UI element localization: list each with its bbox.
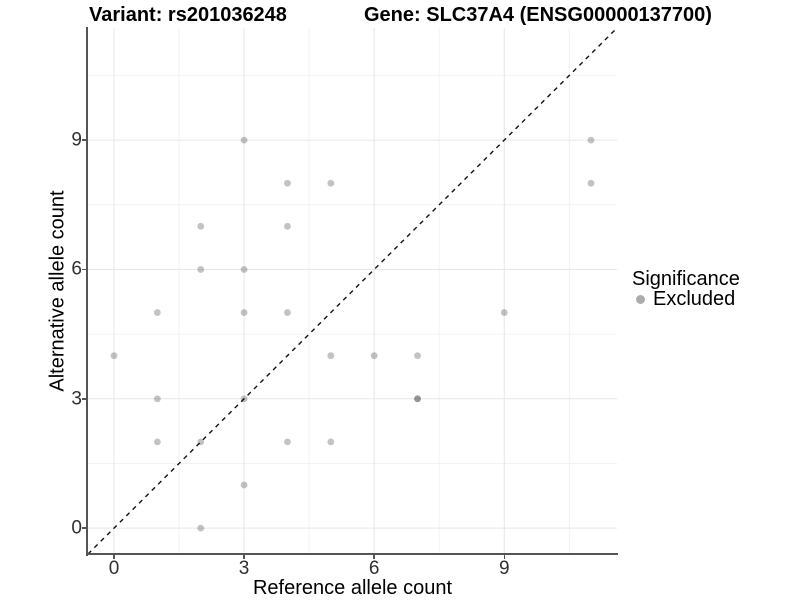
data-point xyxy=(284,179,291,187)
legend: Significance Excluded xyxy=(632,269,740,309)
data-point xyxy=(500,309,508,316)
data-point xyxy=(284,438,291,446)
y-tick-label: 3 xyxy=(71,388,82,410)
legend-entry-label: Excluded xyxy=(653,288,736,310)
data-point xyxy=(110,352,118,360)
y-axis-line xyxy=(86,27,88,556)
data-point xyxy=(153,309,161,316)
y-tick-mark xyxy=(82,527,86,529)
data-point xyxy=(197,524,205,532)
plot-area xyxy=(88,28,617,554)
legend-title: Significance xyxy=(632,268,740,290)
data-point xyxy=(197,266,205,273)
data-point xyxy=(153,438,161,446)
data-point xyxy=(240,136,248,144)
y-tick-label: 6 xyxy=(71,258,82,280)
data-point xyxy=(240,395,248,403)
y-tick-mark xyxy=(82,139,86,141)
x-tick-mark xyxy=(503,555,505,559)
data-point xyxy=(240,266,248,273)
x-axis-title: Reference allele count xyxy=(252,577,452,599)
data-point xyxy=(284,222,291,230)
data-point xyxy=(327,352,335,360)
data-point xyxy=(240,481,248,489)
legend-entry-excluded: Excluded xyxy=(632,289,740,309)
data-point xyxy=(414,395,421,403)
y-tick-mark xyxy=(82,268,86,271)
y-tick-label: 9 xyxy=(71,129,82,151)
y-tick-mark xyxy=(82,398,86,400)
data-point xyxy=(153,395,161,403)
data-point xyxy=(197,222,205,230)
data-point xyxy=(240,309,248,316)
x-tick-label: 6 xyxy=(368,558,380,579)
x-tick-label: 9 xyxy=(498,558,510,579)
identity-line xyxy=(88,28,617,554)
data-point xyxy=(327,179,335,187)
data-point xyxy=(327,438,335,446)
y-axis-title: Alternative allele count xyxy=(46,190,69,392)
x-tick-mark xyxy=(373,555,375,559)
gene-title: Gene: SLC37A4 (ENSG00000137700) xyxy=(364,4,712,26)
x-tick-mark xyxy=(243,555,245,559)
data-point xyxy=(414,352,421,360)
x-tick-mark xyxy=(113,555,115,559)
data-point xyxy=(587,179,595,187)
data-point xyxy=(587,136,595,144)
y-tick-label: 0 xyxy=(71,517,82,539)
data-point xyxy=(370,352,378,360)
x-tick-label: 0 xyxy=(108,558,120,579)
x-axis-line xyxy=(86,553,618,555)
x-tick-label: 3 xyxy=(238,558,250,579)
data-point xyxy=(197,438,205,446)
excluded-marker-icon xyxy=(636,294,645,304)
data-point xyxy=(414,395,421,403)
data-point xyxy=(284,309,291,316)
variant-title: Variant: rs201036248 xyxy=(89,4,287,26)
